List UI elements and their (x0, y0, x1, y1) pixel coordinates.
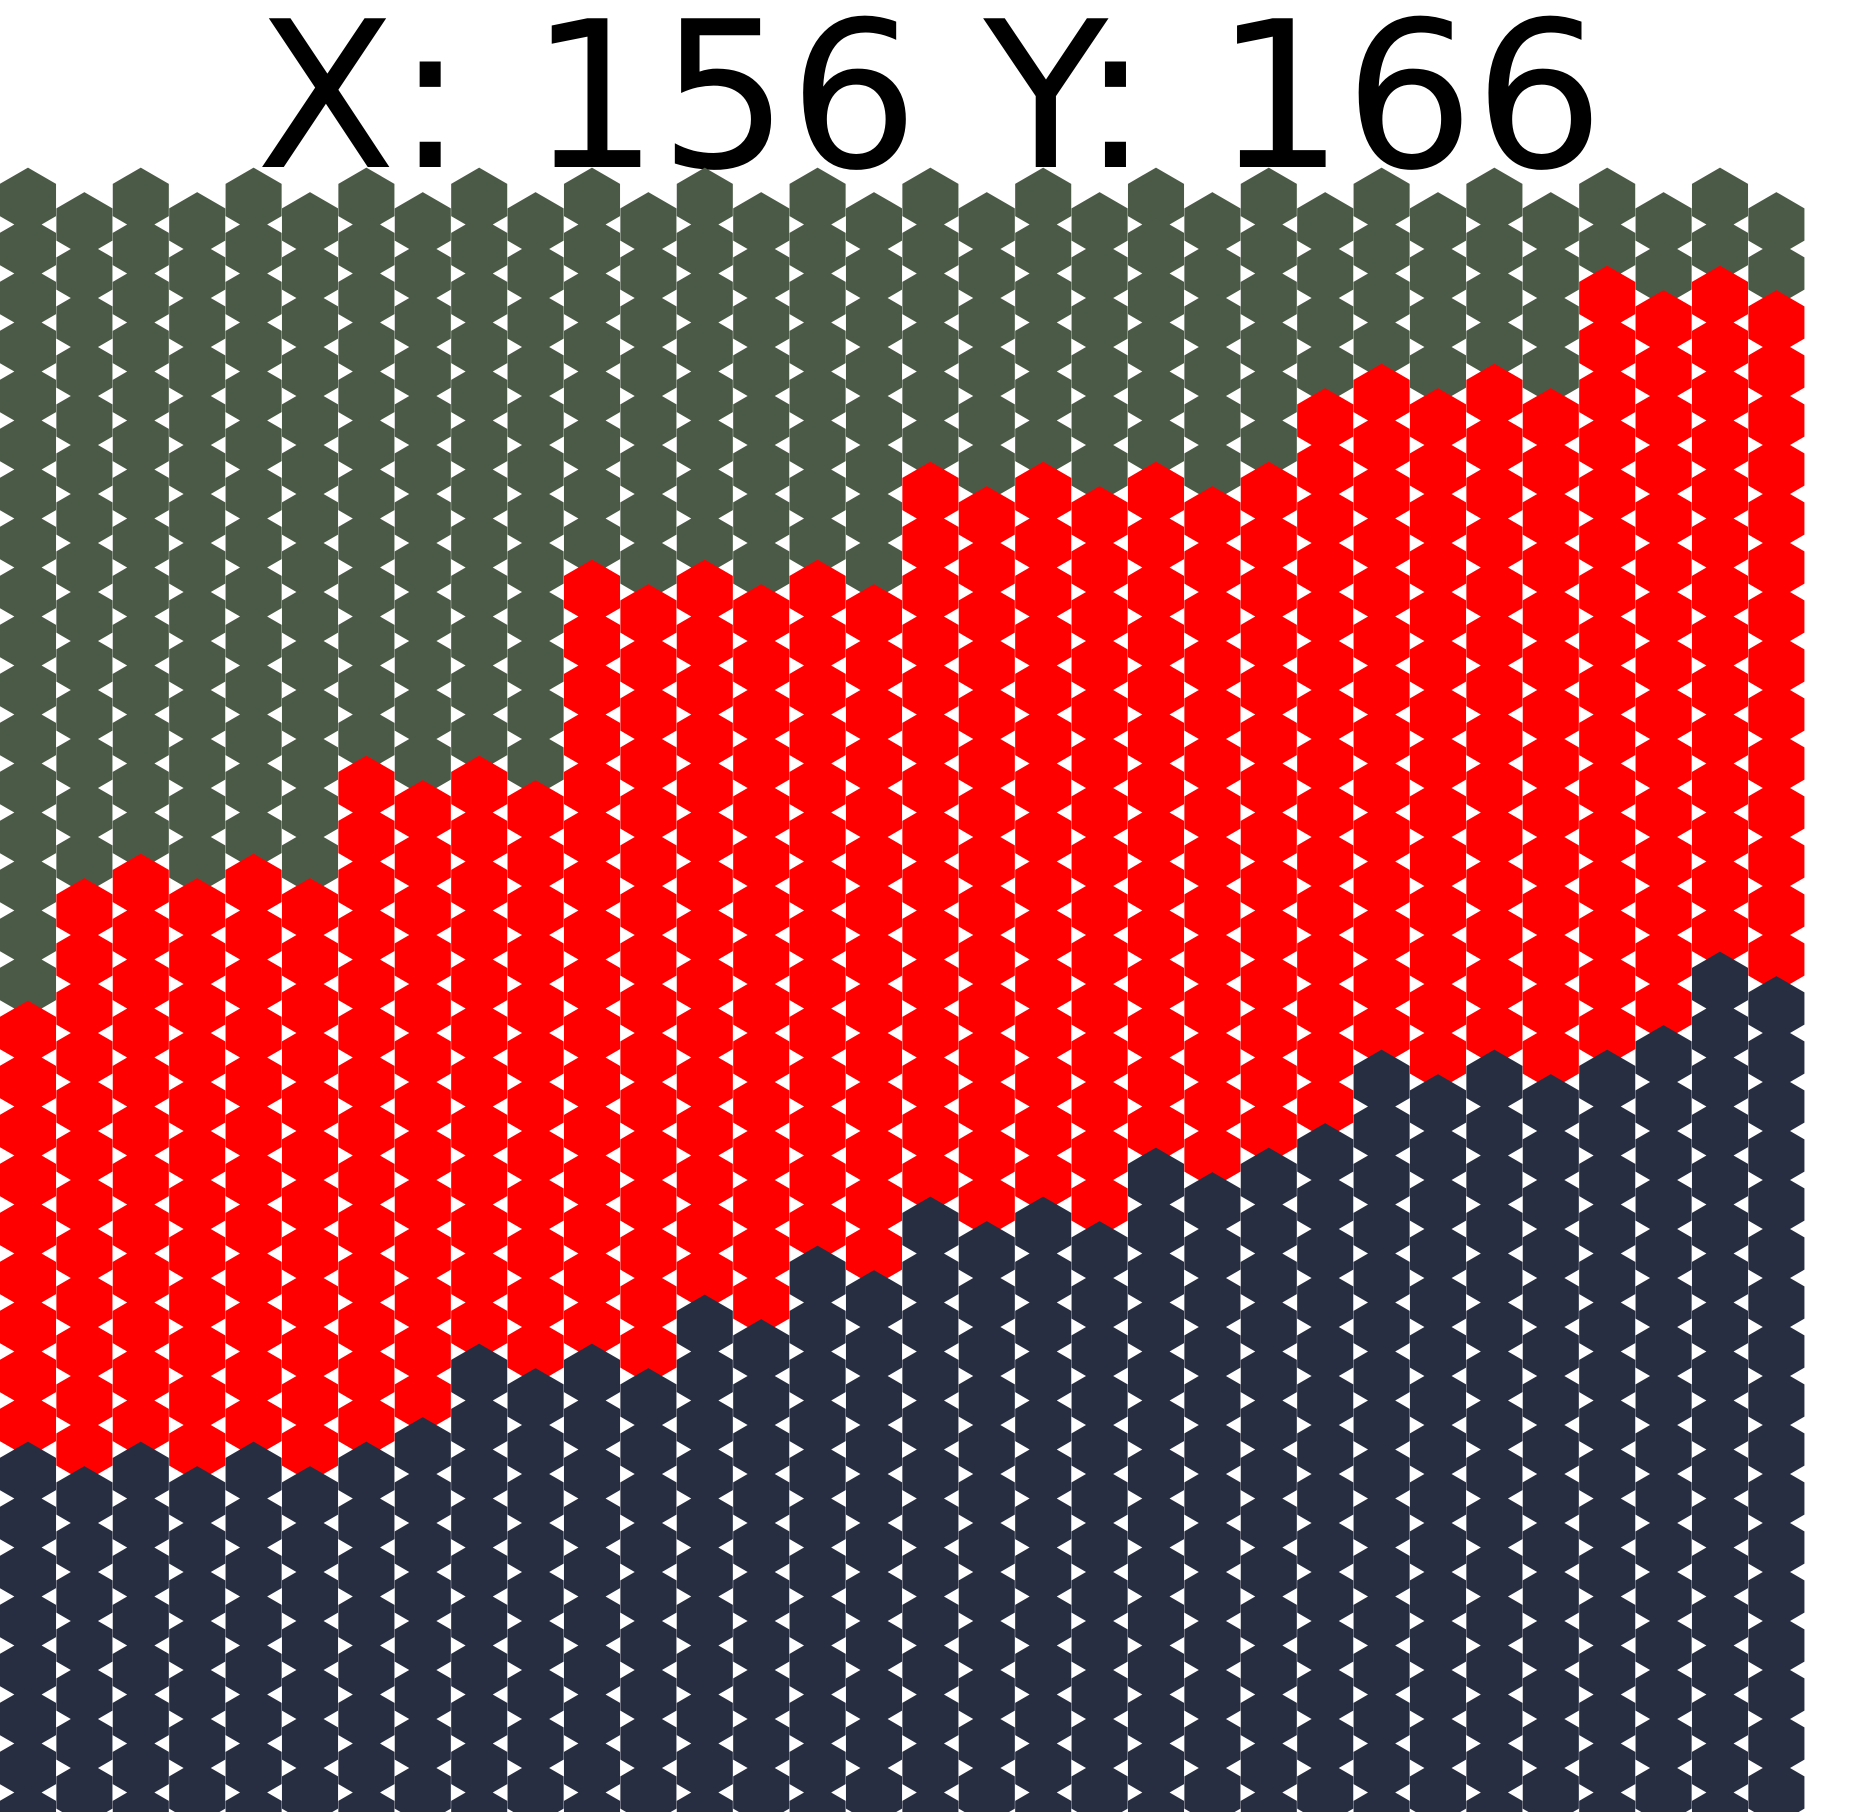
hex-cell-bottom[interactable] (676, 1784, 733, 1812)
hex-cell-bottom[interactable] (1297, 1760, 1354, 1812)
hex-cell-bottom[interactable] (620, 1760, 677, 1812)
hex-cell-bottom[interactable] (1522, 1760, 1579, 1812)
hex-cell-bottom[interactable] (1184, 1760, 1241, 1812)
hex-cell-bottom[interactable] (1748, 1760, 1805, 1812)
hex-cell-bottom[interactable] (563, 1784, 621, 1812)
hex-cell-bottom[interactable] (1240, 1784, 1297, 1812)
hex-cell-bottom[interactable] (394, 1760, 451, 1812)
hex-cell-bottom[interactable] (1691, 1784, 1749, 1812)
hex-cell-bottom[interactable] (281, 1760, 339, 1812)
hex-cell-bottom[interactable] (1466, 1784, 1523, 1812)
hex-cell-bottom[interactable] (1071, 1760, 1128, 1812)
hex-cell-bottom[interactable] (902, 1784, 959, 1812)
coordinate-readout: X: 156 Y: 166 (255, 0, 1604, 216)
hex-cell-bottom[interactable] (1015, 1784, 1072, 1812)
hex-cell-bottom[interactable] (733, 1760, 790, 1812)
hex-cell-bottom[interactable] (56, 1760, 113, 1812)
hex-cell-bottom[interactable] (1409, 1760, 1467, 1812)
hex-cell-bottom[interactable] (0, 1784, 57, 1812)
hex-cell-bottom[interactable] (225, 1784, 282, 1812)
hex-cell-bottom[interactable] (507, 1760, 564, 1812)
hex-cell-bottom[interactable] (1127, 1784, 1185, 1812)
hex-cell-bottom[interactable] (845, 1760, 903, 1812)
hex-cell-bottom[interactable] (338, 1784, 395, 1812)
hex-cell-bottom[interactable] (112, 1784, 169, 1812)
hex-cell-bottom[interactable] (789, 1784, 846, 1812)
hex-cell-bottom[interactable] (1353, 1784, 1410, 1812)
hex-cell-bottom[interactable] (451, 1784, 508, 1812)
hex-cell-bottom[interactable] (169, 1760, 226, 1812)
hex-cell-bottom[interactable] (958, 1760, 1015, 1812)
hex-cell-bottom[interactable] (1635, 1760, 1692, 1812)
hex-cell-bottom[interactable] (1579, 1784, 1636, 1812)
